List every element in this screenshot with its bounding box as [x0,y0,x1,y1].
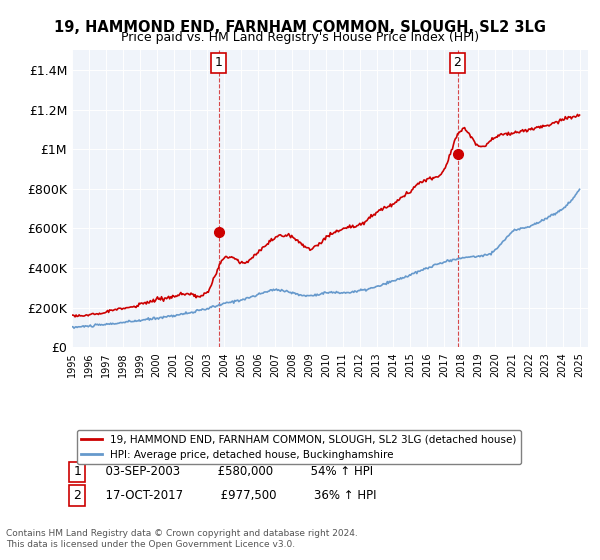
Text: 1: 1 [215,57,223,69]
Text: 1: 1 [73,465,81,478]
Legend: 19, HAMMOND END, FARNHAM COMMON, SLOUGH, SL2 3LG (detached house), HPI: Average : 19, HAMMOND END, FARNHAM COMMON, SLOUGH,… [77,430,521,464]
Text: 19, HAMMOND END, FARNHAM COMMON, SLOUGH, SL2 3LG: 19, HAMMOND END, FARNHAM COMMON, SLOUGH,… [54,20,546,35]
Text: 2: 2 [73,489,81,502]
Text: Contains HM Land Registry data © Crown copyright and database right 2024.
This d: Contains HM Land Registry data © Crown c… [6,529,358,549]
Text: Price paid vs. HM Land Registry's House Price Index (HPI): Price paid vs. HM Land Registry's House … [121,31,479,44]
Text: 17-OCT-2017          £977,500          36% ↑ HPI: 17-OCT-2017 £977,500 36% ↑ HPI [98,489,376,502]
Text: 2: 2 [454,57,461,69]
Text: 03-SEP-2003          £580,000          54% ↑ HPI: 03-SEP-2003 £580,000 54% ↑ HPI [98,465,373,478]
